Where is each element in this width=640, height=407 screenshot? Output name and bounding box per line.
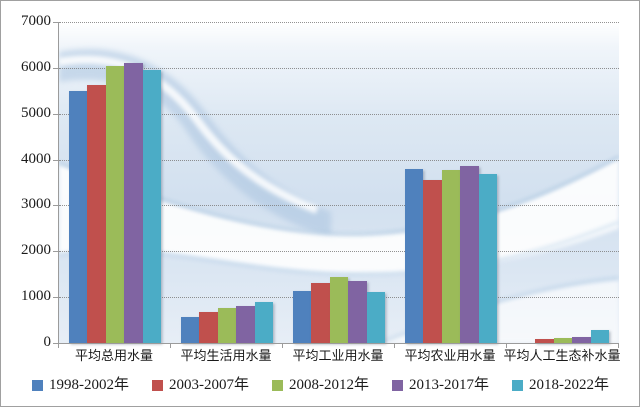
x-axis-line [57, 343, 619, 344]
y-axis-tick [53, 343, 58, 344]
legend-swatch [512, 379, 523, 391]
legend-swatch [152, 379, 163, 391]
legend-item: 2008-2012年 [272, 377, 369, 393]
bar-series-4-category-2 [236, 306, 255, 343]
y-axis-tick-label: 2000 [21, 242, 51, 259]
y-axis-tick [53, 251, 58, 253]
bar-series-5-category-1 [142, 70, 162, 343]
x-axis-tick [506, 344, 507, 348]
y-axis-tick [53, 159, 58, 161]
gridline-3000 [59, 205, 619, 207]
x-axis-tick [394, 344, 395, 348]
legend-item: 1998-2002年 [32, 377, 129, 393]
bar-series-1-category-4 [404, 168, 424, 343]
y-axis-tick-label: 1000 [21, 288, 51, 305]
bar-series-3-category-4 [441, 170, 461, 343]
y-axis-tick [53, 113, 58, 115]
x-axis-tick [170, 344, 171, 348]
legend-item: 2003-2007年 [152, 377, 249, 393]
x-axis-tick [618, 344, 619, 348]
bar-series-2-category-5 [535, 339, 554, 343]
bar-series-4-category-1 [124, 63, 143, 343]
bar-series-5-category-5 [590, 330, 610, 343]
y-axis-tick [53, 205, 58, 207]
legend-item: 2013-2017年 [392, 377, 489, 393]
y-axis-tick [53, 22, 58, 23]
bar-series-5-category-2 [254, 302, 274, 343]
legend-swatch [272, 379, 283, 391]
bar-series-3-category-3 [329, 276, 349, 343]
bar-series-1-category-1 [68, 90, 88, 343]
legend-swatch [32, 379, 43, 391]
bar-series-5-category-3 [366, 291, 386, 343]
x-axis-category-label: 平均工业用水量 [292, 348, 384, 363]
x-axis-category-label: 平均总用水量 [74, 348, 153, 363]
bar-series-4-category-5 [572, 336, 591, 343]
bar-series-2-category-3 [311, 282, 330, 343]
bar-series-2-category-1 [87, 85, 106, 343]
y-axis-tick-label: 3000 [21, 196, 51, 213]
bar-series-4-category-4 [460, 166, 479, 343]
y-axis-tick-label: 0 [43, 334, 52, 350]
x-axis-category-label: 平均农业用水量 [404, 348, 496, 363]
gridline-7000 [59, 22, 619, 23]
legend-item: 2018-2022年 [512, 377, 609, 393]
bar-series-2-category-4 [423, 179, 442, 343]
legend-label: 1998-2002年 [49, 377, 129, 393]
legend-swatch [392, 379, 403, 391]
x-axis-category-label: 平均生活用水量 [180, 348, 272, 363]
legend-label: 2008-2012年 [289, 377, 369, 393]
y-axis-tick-label: 5000 [21, 104, 51, 121]
y-axis-tick-label: 6000 [21, 58, 51, 75]
legend-label: 2003-2007年 [169, 377, 249, 393]
x-axis-tick [58, 344, 59, 348]
bar-series-4-category-3 [348, 281, 367, 343]
x-axis-tick [282, 344, 283, 348]
bar-series-1-category-3 [292, 290, 312, 343]
bar-series-3-category-1 [105, 65, 125, 343]
legend-label: 2018-2022年 [529, 377, 609, 393]
bar-series-3-category-5 [553, 337, 573, 343]
gridline-2000 [59, 251, 619, 253]
y-axis-tick [53, 67, 58, 69]
bar-series-3-category-2 [217, 307, 237, 343]
plot-area [58, 22, 619, 343]
y-axis-tick [53, 297, 58, 299]
bar-series-2-category-2 [199, 311, 218, 343]
y-axis-tick-label: 4000 [21, 150, 51, 167]
gridline-6000 [59, 67, 619, 69]
gridline-4000 [59, 159, 619, 161]
x-axis-category-label: 平均人工生态补水量 [503, 348, 621, 363]
gridline-5000 [59, 113, 619, 115]
bar-series-1-category-2 [180, 316, 200, 343]
y-axis-tick-label: 7000 [21, 13, 51, 29]
bar-series-5-category-4 [478, 173, 498, 343]
legend-label: 2013-2017年 [409, 377, 489, 393]
